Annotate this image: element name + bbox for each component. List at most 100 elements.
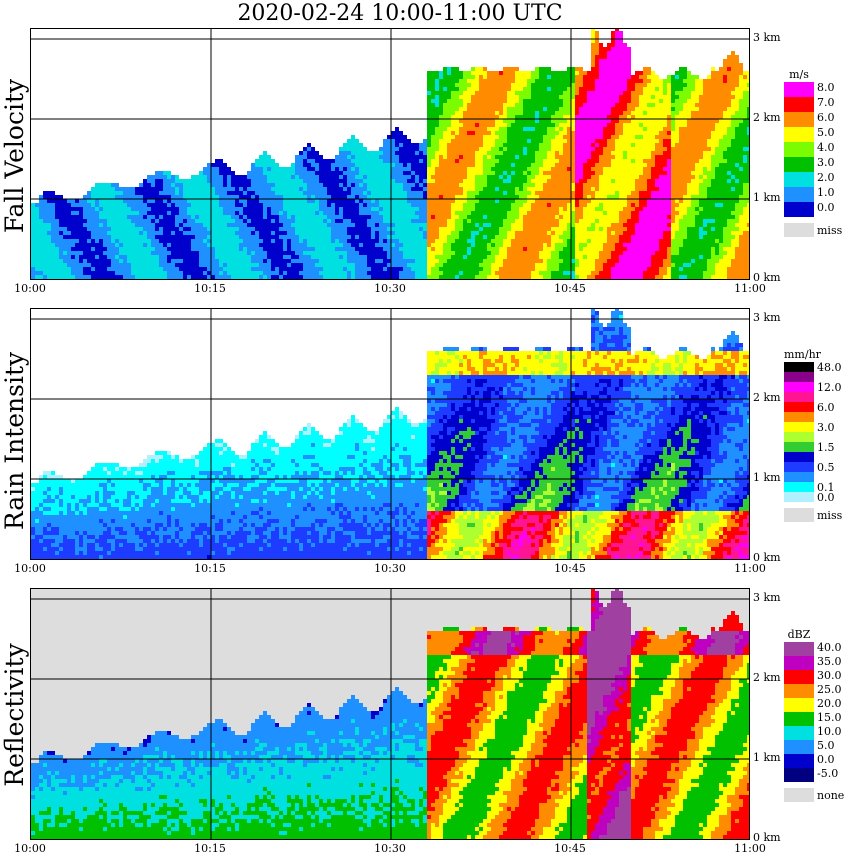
echo-cell (287, 243, 291, 247)
echo-cell (491, 207, 495, 211)
echo-cell (331, 267, 335, 271)
echo-cell (223, 271, 227, 275)
echo-cell (163, 187, 167, 191)
echo-cell (155, 255, 159, 259)
echo-cell (467, 183, 471, 187)
echo-cell (539, 107, 543, 111)
echo-cell (151, 235, 155, 239)
echo-cell (255, 239, 259, 243)
echo-cell (411, 191, 415, 195)
echo-cell (555, 175, 559, 179)
echo-cell (431, 259, 435, 263)
echo-cell (159, 199, 163, 203)
echo-cell (543, 71, 547, 75)
echo-cell (179, 275, 183, 279)
echo-cell (323, 263, 327, 267)
echo-cell (459, 275, 463, 279)
echo-cell (463, 219, 467, 223)
echo-cell (235, 227, 239, 231)
echo-cell (87, 203, 91, 207)
echo-cell (435, 71, 439, 75)
echo-cell (163, 239, 167, 243)
echo-cell (175, 183, 179, 187)
echo-cell (503, 131, 507, 135)
echo-cell (555, 187, 559, 191)
echo-cell (579, 71, 583, 75)
echo-cell (591, 251, 595, 255)
echo-cell (535, 75, 539, 79)
echo-cell (427, 119, 431, 123)
echo-cell (311, 171, 315, 175)
echo-cell (75, 259, 79, 263)
echo-cell (459, 167, 463, 171)
echo-cell (211, 175, 215, 179)
echo-cell (111, 207, 115, 211)
echo-cell (567, 207, 571, 211)
echo-cell (307, 271, 311, 275)
echo-cell (207, 231, 211, 235)
echo-cell (327, 231, 331, 235)
echo-cell (483, 231, 487, 235)
echo-cell (203, 211, 207, 215)
echo-cell (287, 171, 291, 175)
echo-cell (403, 187, 407, 191)
echo-cell (527, 103, 531, 107)
echo-cell (351, 247, 355, 251)
echo-cell (123, 255, 127, 259)
echo-cell (123, 263, 127, 267)
echo-cell (515, 87, 519, 91)
echo-cell (231, 215, 235, 219)
echo-cell (187, 247, 191, 251)
echo-cell (231, 227, 235, 231)
echo-cell (439, 223, 443, 227)
echo-cell (551, 263, 555, 267)
echo-cell (215, 271, 219, 275)
echo-cell (455, 147, 459, 151)
echo-cell (179, 259, 183, 263)
echo-cell (567, 151, 571, 155)
echo-cell (79, 251, 83, 255)
echo-cell (523, 139, 527, 143)
echo-cell (423, 139, 427, 143)
echo-cell (583, 243, 587, 247)
echo-cell (563, 175, 567, 179)
echo-cell (431, 147, 435, 151)
echo-cell (463, 187, 467, 191)
echo-cell (567, 163, 571, 167)
echo-cell (471, 275, 475, 279)
echo-cell (51, 219, 55, 223)
echo-cell (427, 275, 431, 279)
echo-cell (207, 163, 211, 167)
echo-cell (427, 135, 431, 139)
echo-cell (243, 199, 247, 203)
echo-cell (183, 227, 187, 231)
echo-cell (291, 175, 295, 179)
echo-cell (199, 223, 203, 227)
echo-cell (243, 175, 247, 179)
echo-cell (587, 127, 591, 131)
echo-cell (499, 219, 503, 223)
echo-cell (551, 167, 555, 171)
echo-cell (115, 243, 119, 247)
echo-cell (567, 195, 571, 199)
echo-cell (171, 231, 175, 235)
echo-cell (507, 179, 511, 183)
echo-cell (251, 195, 255, 199)
echo-cell (83, 263, 87, 267)
echo-cell (335, 211, 339, 215)
echo-cell (343, 171, 347, 175)
echo-cell (543, 255, 547, 259)
echo-cell (475, 123, 479, 127)
echo-cell (99, 211, 103, 215)
echo-cell (399, 219, 403, 223)
echo-cell (507, 247, 511, 251)
echo-cell (579, 79, 583, 83)
echo-cell (347, 231, 351, 235)
echo-cell (223, 255, 227, 259)
echo-cell (467, 171, 471, 175)
echo-cell (335, 167, 339, 171)
echo-cell (535, 95, 539, 99)
echo-cell (583, 71, 587, 75)
echo-cell (335, 251, 339, 255)
echo-cell (275, 183, 279, 187)
